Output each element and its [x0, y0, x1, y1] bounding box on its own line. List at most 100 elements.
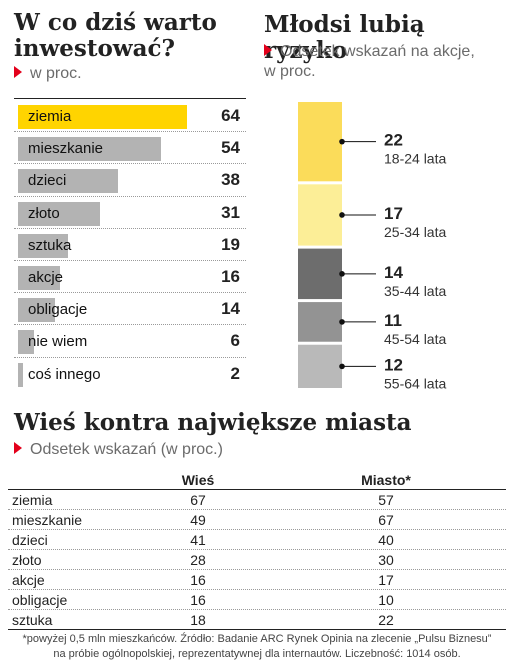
right-subtitle-line2: w proc.	[264, 63, 316, 80]
cell-miasto: 40	[378, 532, 394, 548]
row-label: akcje	[12, 572, 45, 588]
row-label: złoto	[12, 552, 42, 568]
left-bar-chart: ziemia 64 mieszkanie 54 dzieci 38 złoto 31 sztuk…	[14, 98, 246, 390]
stack-segment-3	[298, 302, 342, 342]
stack-value: 11	[384, 311, 402, 330]
bar-value: 31	[221, 202, 240, 222]
bar-row-4: sztuka 19	[14, 229, 246, 261]
triangle-marker-icon	[264, 44, 272, 56]
cell-miasto: 67	[378, 512, 394, 528]
stack-value: 17	[384, 204, 403, 223]
stack-value: 12	[384, 355, 403, 374]
table-row: ziemia 67 57	[8, 490, 506, 510]
bar-label: coś innego	[28, 365, 101, 383]
table-row: obligacje 16 10	[8, 590, 506, 610]
stack-label: 45-54 lata	[384, 331, 446, 347]
bar	[18, 298, 55, 323]
stack-label: 25-34 lata	[384, 224, 446, 240]
table-row: akcje 16 17	[8, 570, 506, 590]
cell-wies: 41	[190, 532, 206, 548]
cell-wies: 28	[190, 552, 206, 568]
stack-value: 22	[384, 131, 403, 150]
bar-value: 54	[221, 138, 240, 158]
left-title-line2: inwestować?	[14, 35, 175, 62]
stack-segment-0	[298, 102, 342, 182]
table-subtitle-text: Odsetek wskazań (w proc.)	[30, 441, 223, 458]
table-body: ziemia 67 57 mieszkanie 49 67 dzieci 41 40 złoto 2…	[8, 490, 506, 630]
cell-wies: 49	[190, 512, 206, 528]
row-label: ziemia	[12, 492, 53, 508]
table-header-row: Wieś Miasto*	[8, 468, 506, 490]
bar-value: 19	[221, 234, 240, 254]
bar-label: nie wiem	[28, 333, 88, 351]
row-divider	[14, 195, 246, 197]
stack-segment-4	[298, 344, 342, 388]
bar-value: 64	[221, 106, 240, 125]
bar-row-6: obligacje 14	[14, 293, 246, 325]
row-divider	[14, 260, 246, 261]
bar-value: 14	[221, 299, 240, 319]
bar	[18, 137, 161, 162]
stack-label: 55-64 lata	[384, 375, 446, 391]
row-divider	[14, 131, 246, 133]
footnote-line1: *powyżej 0,5 mln mieszkańców. Źródło: Ba…	[22, 633, 492, 645]
footnote-line2: na próbie ogólnopolskiej, reprezentatywn…	[53, 648, 461, 660]
bar-label: obligacje	[28, 301, 88, 319]
row-divider	[14, 292, 246, 294]
stack-label: 35-44 lata	[384, 283, 446, 299]
table-row: mieszkanie 49 67	[8, 510, 506, 530]
right-stacked-chart: 22 18-24 lata 17 25-34 lata 14 35-44 lata 11 45…	[264, 96, 510, 396]
left-subtitle-text: w proc.	[30, 65, 82, 82]
cell-miasto: 57	[378, 492, 394, 508]
bar	[18, 169, 119, 194]
bar	[18, 266, 61, 290]
table-row: złoto 28 30	[8, 550, 506, 570]
right-subtitle-line1: Odsetek wskazań na akcje,	[280, 43, 475, 60]
cell-miasto: 22	[378, 612, 394, 628]
row-divider	[14, 163, 246, 165]
table-row: dzieci 41 40	[8, 530, 506, 550]
stack-segment-2	[298, 248, 342, 300]
bar-value: 6	[230, 331, 240, 351]
bar-row-8: coś innego 2	[14, 358, 246, 390]
table-subtitle: Odsetek wskazań (w proc.)	[14, 440, 223, 460]
bar-label: złoto	[28, 204, 60, 222]
bar	[18, 201, 100, 226]
bar-value: 16	[221, 267, 240, 286]
triangle-marker-icon	[14, 66, 22, 78]
table-row: sztuka 18 22	[8, 610, 506, 630]
stack-label: 18-24 lata	[384, 151, 446, 167]
bar	[18, 330, 34, 355]
col-header-miasto: Miasto*	[361, 472, 411, 488]
stack-segment-1	[298, 184, 342, 246]
cell-miasto: 10	[378, 592, 394, 608]
bar-row-5: akcje 16	[14, 261, 246, 293]
right-title: Młodsi lubią ryzyko	[264, 11, 425, 64]
cell-wies: 18	[190, 612, 206, 628]
comparison-table: Wieś Miasto* ziemia 67 57 mieszkanie 49 67 dzi…	[8, 468, 506, 630]
left-title: W co dziś warto inwestować?	[14, 10, 217, 62]
bar-row-2: dzieci 38	[14, 164, 246, 196]
cell-wies: 16	[190, 572, 206, 588]
bar-row-3: złoto 31	[14, 197, 246, 229]
bar	[18, 233, 69, 258]
row-label: sztuka	[12, 612, 53, 628]
left-title-line1: W co dziś warto	[14, 9, 217, 36]
bar-label: akcje	[28, 269, 64, 286]
bar	[18, 105, 187, 129]
stack-value: 14	[384, 263, 403, 282]
bar-row-0: ziemia 64	[14, 100, 246, 132]
bar-value: 2	[230, 363, 240, 383]
bar-value: 38	[221, 170, 240, 190]
bar-label: dzieci	[28, 172, 67, 190]
right-subtitle: Odsetek wskazań na akcje, w proc.	[264, 42, 475, 82]
triangle-marker-icon	[14, 442, 22, 454]
bar-label: mieszkanie	[28, 140, 104, 158]
row-label: dzieci	[12, 532, 48, 548]
table-title: Wieś kontra największe miasta	[14, 409, 412, 436]
row-divider	[14, 324, 246, 326]
bar-row-7: nie wiem 6	[14, 325, 246, 357]
row-divider	[14, 227, 246, 229]
cell-wies: 16	[190, 592, 206, 608]
